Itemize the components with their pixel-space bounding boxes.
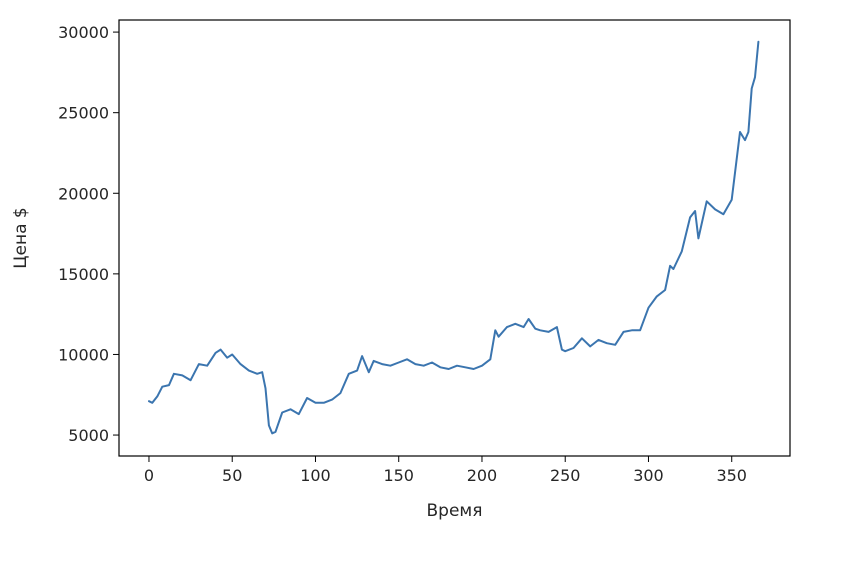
price-series-line	[148, 40, 760, 435]
x-tick-label: 250	[550, 466, 581, 485]
x-axis-label: Время	[427, 501, 483, 521]
x-tick-label: 150	[383, 466, 414, 485]
x-tick-label: 0	[144, 466, 154, 485]
y-tick-label: 25000	[58, 104, 109, 123]
x-tick-label: 200	[467, 466, 498, 485]
x-tick-label: 300	[633, 466, 664, 485]
y-tick-label: 15000	[58, 265, 109, 284]
x-tick-label: 50	[222, 466, 242, 485]
x-axis-ticks: 0 50 100 150 200 250 300 350	[144, 456, 747, 485]
y-tick-label: 20000	[58, 184, 109, 203]
x-tick-label: 350	[716, 466, 747, 485]
y-tick-label: 5000	[68, 426, 109, 445]
x-tick-label: 100	[300, 466, 331, 485]
y-axis-label: Цена $	[11, 207, 31, 268]
y-tick-label: 10000	[58, 345, 109, 364]
plot-area	[118, 19, 791, 457]
y-axis-ticks: 5000 10000 15000 20000 25000 30000	[58, 23, 119, 445]
plot-frame	[118, 19, 791, 457]
y-tick-label: 30000	[58, 23, 109, 42]
